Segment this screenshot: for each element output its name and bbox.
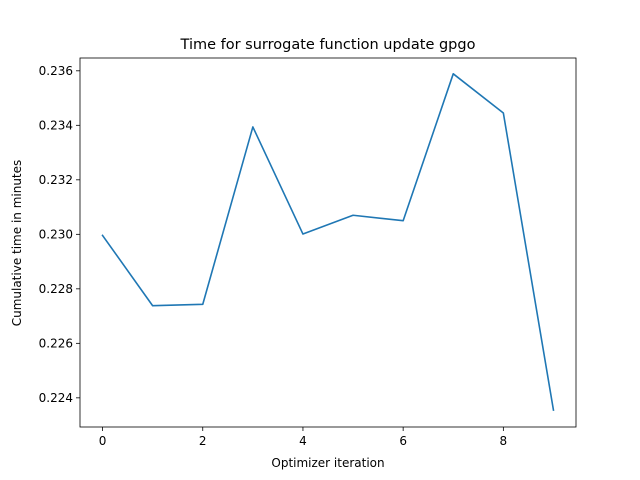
y-tick-label: 0.234 [39, 119, 73, 133]
y-tick-label: 0.226 [39, 337, 73, 351]
y-tick-label: 0.236 [39, 64, 73, 78]
axes-frame [79, 57, 577, 428]
chart-title: Time for surrogate function update gpgo [180, 37, 476, 53]
y-tick-label: 0.228 [39, 282, 73, 296]
y-axis-title: Cumulative time in minutes [10, 160, 24, 327]
plot-area: 0 2 4 6 8 0.224 0.226 0.228 0.230 0.232 0.234 0.236 [39, 57, 577, 448]
x-tick-label: 6 [399, 434, 407, 448]
series-line-0 [101, 73, 555, 412]
x-tick-label: 0 [99, 434, 107, 448]
y-tick-label: 0.232 [39, 173, 73, 187]
x-tick-label: 8 [500, 434, 508, 448]
y-tick-label: 0.224 [39, 391, 73, 405]
y-tick-label: 0.230 [39, 228, 73, 242]
x-axis-title: Optimizer iteration [271, 456, 384, 470]
x-tick-label: 4 [299, 434, 307, 448]
x-tick-label: 2 [199, 434, 207, 448]
